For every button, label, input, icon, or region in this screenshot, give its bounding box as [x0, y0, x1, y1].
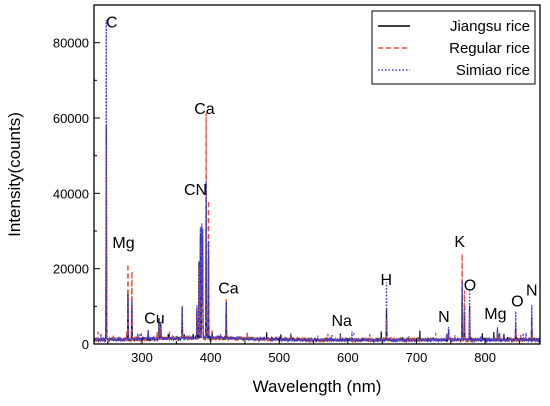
peak-label-o: O	[464, 278, 476, 295]
peak-label-k: K	[454, 234, 465, 251]
y-axis-label: Intensity(counts)	[5, 112, 24, 237]
x-axis-label: Wavelength (nm)	[253, 377, 382, 396]
series-line-simiao-rice	[93, 19, 541, 344]
x-tick-label: 500	[268, 350, 290, 365]
x-tick-label: 400	[200, 350, 222, 365]
series-line-jiangsu-rice	[93, 126, 541, 344]
plot-frame	[93, 4, 541, 345]
series-line-regular-rice	[93, 112, 541, 344]
peak-label-h: H	[381, 272, 393, 289]
peak-label-cu: Cu	[144, 310, 164, 327]
peak-label-mg: Mg	[484, 306, 506, 323]
y-tick-label: 40000	[53, 186, 89, 201]
legend-label-regular-rice: Regular rice	[449, 40, 530, 57]
y-tick-label: 20000	[53, 262, 89, 277]
peak-label-n: N	[438, 309, 450, 326]
peak-label-c: C	[106, 15, 118, 32]
legend: Jiangsu rice Regular rice Simiao rice	[371, 10, 536, 85]
peak-label-na: Na	[331, 313, 352, 330]
x-tick-label: 800	[474, 350, 496, 365]
peak-label-o: O	[511, 293, 523, 310]
series-layer	[93, 19, 541, 344]
legend-box	[371, 10, 536, 85]
tick-layer: 300 400 500 600 700 800 0 20000 40000 60000 80000	[53, 36, 520, 365]
legend-label-simiao-rice: Simiao rice	[456, 62, 530, 79]
peak-label-n: N	[526, 282, 538, 299]
legend-label-jiangsu-rice: Jiangsu rice	[450, 18, 530, 35]
x-tick-label: 700	[406, 350, 428, 365]
x-tick-label: 300	[131, 350, 153, 365]
y-tick-label: 80000	[53, 36, 89, 51]
x-tick-label: 600	[337, 350, 359, 365]
peak-label-ca: Ca	[218, 281, 239, 298]
y-tick-label: 60000	[53, 111, 89, 126]
y-tick-label: 0	[82, 337, 89, 352]
peak-label-cn: CN	[184, 182, 207, 199]
peak-label-mg: Mg	[112, 235, 134, 252]
peak-label-ca: Ca	[194, 101, 215, 118]
